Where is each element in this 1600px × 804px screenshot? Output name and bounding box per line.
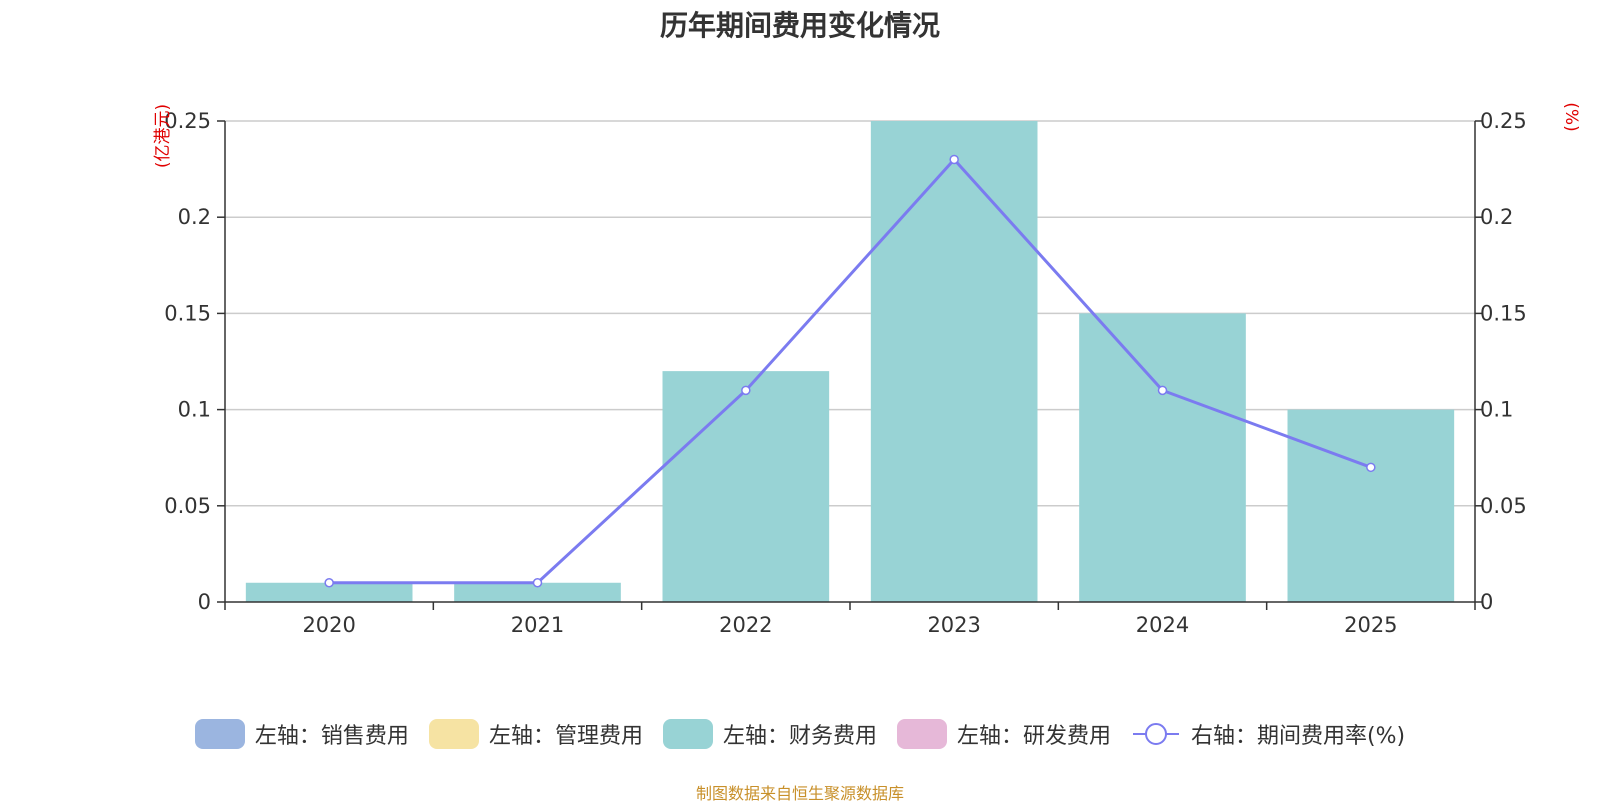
rate-point-2024 (1157, 385, 1168, 396)
rate-line-path (329, 157, 1372, 585)
axes (217, 120, 1483, 610)
legend-label: 左轴：研发费用 (956, 724, 1111, 749)
x-tick-label: 2025 (1344, 613, 1397, 637)
legend: 左轴：销售费用 左轴：管理费用 左轴：财务费用 左轴：研发费用 右轴：期间费用率(%) (0, 718, 1600, 750)
legend-swatch (428, 719, 479, 749)
tick-labels: 0 0.05 0.1 0.15 0.2 0.25 0 0.05 0.1 0.15 0.2 0.25 20… (164, 109, 1527, 637)
chart-title: 历年期间费用变化情况 (659, 9, 940, 42)
rate-line (324, 154, 1376, 588)
rate-point-2020 (324, 578, 334, 588)
x-tick-label: 2023 (927, 613, 980, 637)
legend-swatch (896, 719, 947, 749)
right-tick-label: 0.1 (1480, 398, 1513, 422)
right-tick-label: 0.05 (1480, 494, 1527, 518)
source-note: 制图数据来自恒生聚源数据库 (695, 784, 904, 803)
legend-swatch (662, 719, 713, 749)
legend-item-3[interactable]: 左轴：研发费用 (896, 718, 1111, 750)
left-tick-label: 0.05 (164, 494, 211, 518)
rate-point-2022 (741, 385, 751, 396)
legend-swatch (194, 719, 245, 749)
legend-item-0[interactable]: 左轴：销售费用 (194, 718, 409, 750)
right-tick-label: 0.25 (1480, 109, 1527, 133)
bar-2021-series-2 (454, 582, 621, 602)
legend-label: 左轴：管理费用 (488, 724, 643, 749)
x-tick-label: 2020 (302, 613, 355, 637)
rate-point-2025 (1366, 462, 1376, 473)
rate-point-2021 (532, 578, 543, 588)
legend-item-4[interactable]: 右轴：期间费用率(%) (1131, 718, 1405, 750)
left-tick-label: 0.25 (164, 109, 211, 133)
x-tick-label: 2024 (1136, 613, 1189, 637)
left-tick-label: 0.15 (164, 301, 211, 325)
legend-label: 左轴：销售费用 (254, 724, 409, 749)
legend-label: 左轴：财务费用 (722, 724, 877, 749)
grid-lines (225, 120, 1475, 507)
legend-label: 右轴：期间费用率(%) (1190, 724, 1406, 749)
bar-2020-series-2 (245, 582, 413, 602)
right-axis-unit: (%) (1561, 102, 1581, 131)
left-tick-label: 0.1 (178, 398, 211, 422)
legend-item-1[interactable]: 左轴：管理费用 (428, 718, 643, 750)
bar-2024-series-2 (1079, 313, 1246, 602)
bar-2022-series-2 (662, 371, 830, 602)
legend-line-icon (1132, 723, 1179, 745)
left-axis-unit: (亿港元) (153, 104, 173, 168)
rate-point-2023 (949, 154, 959, 165)
right-tick-label: 0.15 (1480, 301, 1527, 325)
bars (245, 121, 1455, 602)
x-tick-label: 2022 (719, 613, 772, 637)
bar-2025-series-2 (1287, 409, 1455, 602)
bar-2023-series-2 (870, 121, 1038, 602)
left-tick-label: 0 (198, 590, 211, 614)
right-tick-label: 0.2 (1480, 205, 1513, 229)
legend-item-2[interactable]: 左轴：财务费用 (662, 718, 877, 750)
left-tick-label: 0.2 (178, 205, 211, 229)
x-tick-label: 2021 (511, 613, 564, 637)
right-tick-label: 0 (1480, 590, 1493, 614)
